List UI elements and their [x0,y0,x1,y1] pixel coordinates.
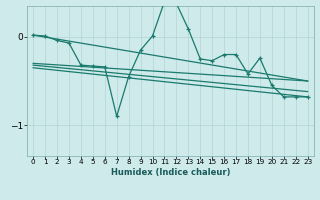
X-axis label: Humidex (Indice chaleur): Humidex (Indice chaleur) [111,168,230,177]
